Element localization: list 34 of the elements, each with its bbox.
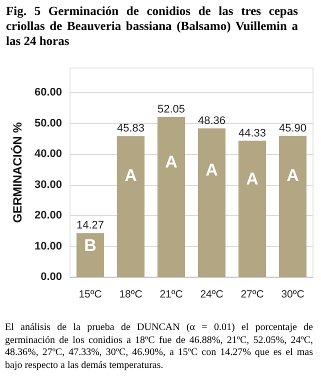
y-tick-label: 40.00 (34, 148, 62, 160)
annotation: A (286, 166, 299, 185)
data-label: 45.83 (116, 122, 145, 135)
bar (157, 117, 186, 277)
x-tick-label: 21ºC (160, 288, 184, 300)
bar (76, 233, 104, 277)
y-axis-title: GERMINACIÓN % (10, 122, 25, 223)
annotation: B (84, 236, 96, 255)
x-tick-label: 18ºC (119, 288, 143, 300)
y-tick-label: 60.00 (34, 86, 62, 99)
y-tick-label: 10.00 (34, 240, 62, 252)
data-label: 52.05 (157, 104, 186, 116)
bar (116, 136, 145, 277)
annotation: A (124, 166, 137, 186)
data-label: 45.90 (278, 122, 307, 134)
x-tick-label: 24ºC (200, 288, 224, 300)
bar (198, 128, 226, 277)
y-tick-label: 0.00 (40, 271, 62, 283)
x-tick-label: 15ºC (78, 288, 102, 300)
data-label: 48.36 (198, 114, 226, 127)
text: El análisis de la prueba de DUNCAN (α = 0.01) el porcentaje de germinación de los conidios a 18ºC fue de 46.88%, 21ºC, 52.05%, 24ºC, 48.36%, 27ºC, 47.33%, 30ºC, 46.90%, a 15ºC con 14.27% que es el mas bajo respecto a las demás temperaturas. (5, 322, 313, 372)
x-tick-label: 27ºC (240, 288, 264, 300)
y-tick-label: 30.00 (34, 178, 62, 191)
annotation: A (206, 160, 218, 180)
data-label: 44.33 (238, 127, 266, 140)
bar (238, 140, 266, 277)
y-tick-label: 20.00 (34, 210, 62, 222)
data-label: 14.27 (76, 220, 104, 232)
y-tick-label: 50.00 (34, 117, 62, 130)
x-tick-label: 30ºC (281, 288, 305, 300)
annotation: A (165, 152, 178, 172)
annotation: A (246, 169, 258, 188)
chart-title: Fig. 5 Germinación de conidios de las tres cepas criollas de Beauveria bassiana (Balsamo) Vuillemin a las 24 horas (6, 4, 298, 49)
bar (278, 136, 307, 277)
